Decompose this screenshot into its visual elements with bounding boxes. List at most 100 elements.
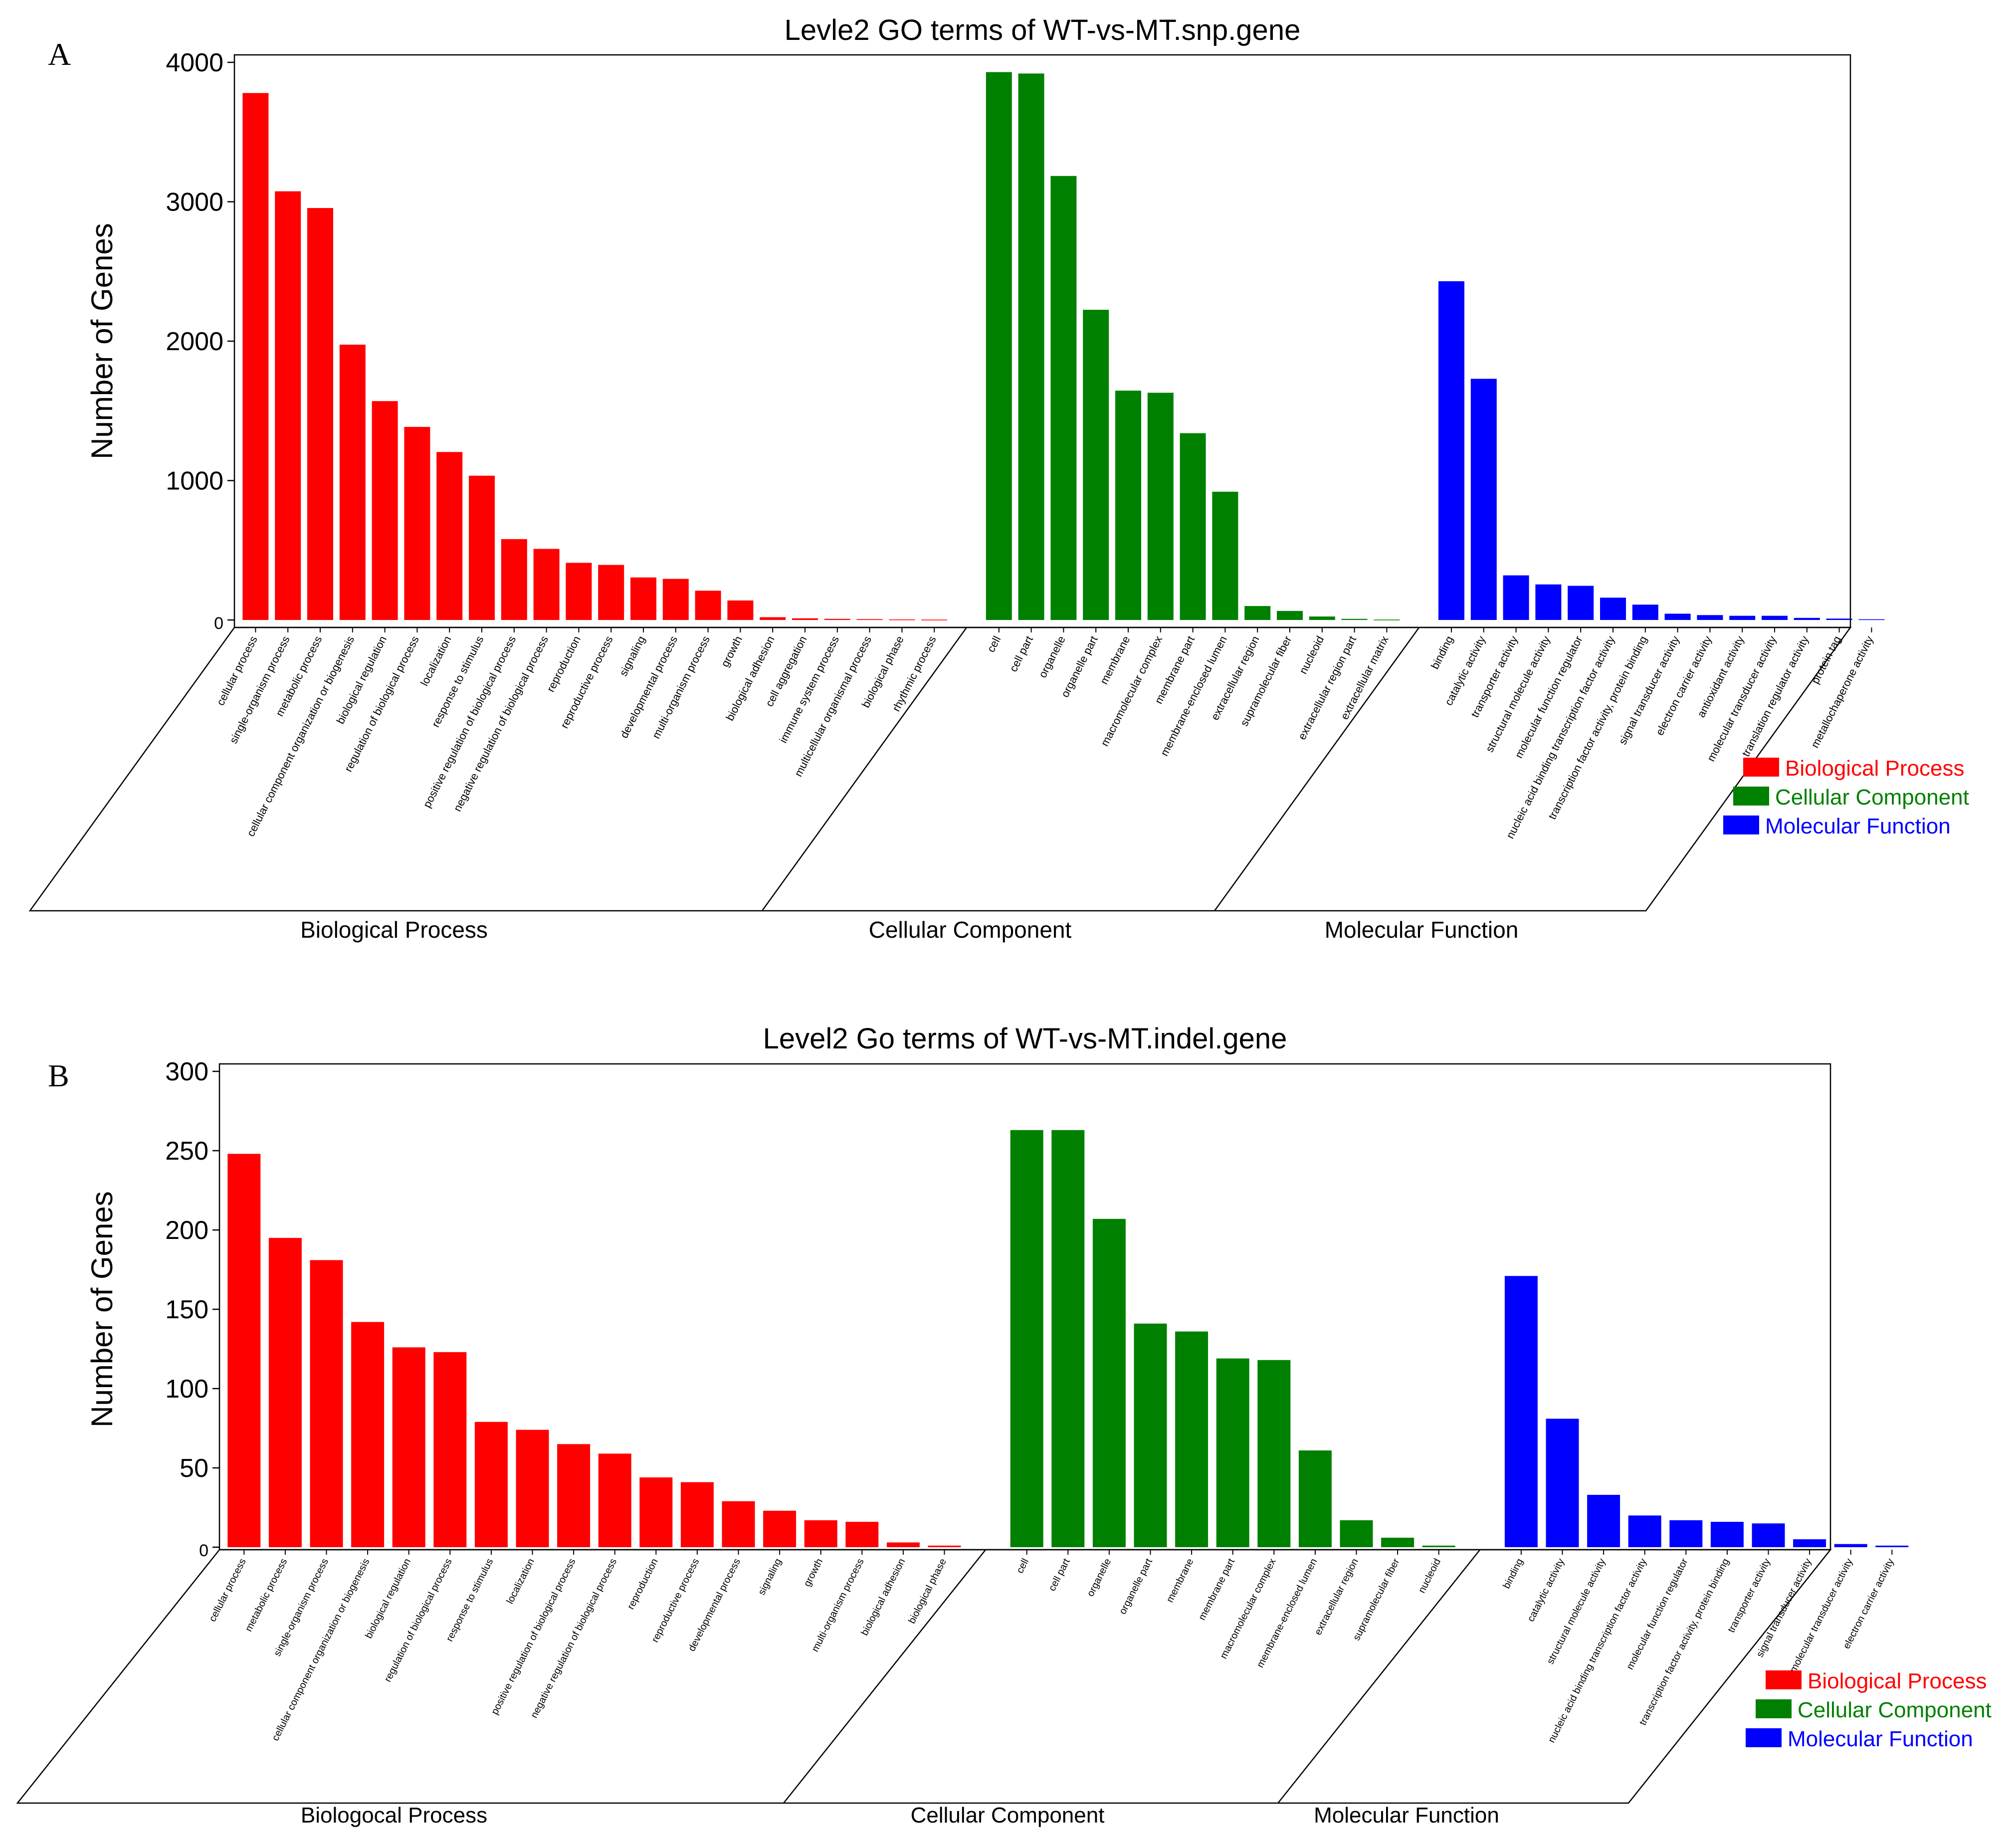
bar: [1298, 1450, 1332, 1547]
x-tick-label: response to stimulus: [444, 1557, 495, 1643]
bar: [310, 1260, 343, 1547]
bar: [275, 191, 301, 620]
x-tick-label: immune system process: [777, 634, 841, 745]
group-label: Molecular Function: [1325, 917, 1519, 943]
bar: [1277, 611, 1303, 620]
x-tick-label: biological regulation: [363, 1557, 413, 1640]
bar: [856, 619, 883, 620]
y-tick-label: 1000: [166, 467, 223, 496]
axis-base-frame: [16, 1549, 1832, 1804]
panel-letter: B: [48, 1058, 69, 1093]
bar: [1503, 575, 1529, 620]
bar: [1697, 615, 1723, 620]
x-tick-label: binding: [1428, 634, 1455, 671]
bar: [727, 600, 754, 620]
bar: [392, 1347, 425, 1547]
bar: [501, 539, 527, 620]
bar: [1752, 1523, 1785, 1547]
x-tick-label: extracellular region: [1313, 1557, 1361, 1637]
bar: [1050, 176, 1077, 620]
bar: [1600, 598, 1626, 620]
y-tick-label: 300: [165, 1057, 208, 1086]
bar: [1180, 433, 1206, 620]
bar: [1216, 1358, 1249, 1547]
x-tick-label: cell part: [1007, 634, 1035, 674]
x-tick-label: transcription factor activity, protein b…: [1637, 1557, 1732, 1727]
bar: [763, 1510, 797, 1547]
x-tick-label: macromolecular complex: [1098, 634, 1165, 748]
x-tick-label: localization: [418, 634, 454, 688]
x-tick-label: metabolic process: [243, 1557, 290, 1633]
bar: [1834, 1544, 1867, 1547]
x-tick-label: transporter activity: [1726, 1557, 1773, 1634]
y-axis-label: Number of Genes: [85, 1191, 119, 1427]
bar: [533, 549, 560, 620]
bar: [242, 93, 269, 620]
bar: [1092, 1219, 1126, 1547]
y-tick-label: 250: [165, 1137, 208, 1166]
x-tick-label: membrane: [1165, 1557, 1196, 1604]
bar: [1632, 605, 1658, 620]
bar: [1587, 1495, 1620, 1547]
x-tick-label: developmental process: [617, 634, 680, 740]
bar: [1374, 619, 1400, 620]
y-tick-label: 100: [165, 1375, 208, 1404]
legend-swatch: [1756, 1699, 1792, 1718]
bar: [695, 591, 721, 620]
bar: [1147, 393, 1174, 620]
bar: [1257, 1360, 1291, 1547]
group-separator: [1214, 627, 1420, 911]
y-tick-label: 50: [180, 1454, 208, 1483]
bar: [351, 1322, 385, 1547]
x-tick-label: membrane part: [1197, 1557, 1237, 1622]
bar: [1710, 1522, 1744, 1547]
bar: [986, 72, 1012, 620]
bar: [804, 1520, 837, 1547]
group-label: Cellular Component: [911, 1803, 1105, 1828]
bar: [1546, 1419, 1579, 1547]
group-label: Biological Process: [300, 917, 488, 943]
x-tick-label: organelle part: [1117, 1557, 1155, 1616]
x-tick-label: localization: [504, 1557, 537, 1606]
bar: [1793, 1539, 1826, 1547]
bar: [1422, 1545, 1455, 1547]
x-tick-label: signaling: [617, 634, 648, 678]
x-tick-label: multi-organism process: [650, 634, 713, 741]
legend-label: Biological Process: [1808, 1669, 1987, 1693]
group-separator: [1277, 1549, 1481, 1804]
bar: [921, 619, 948, 620]
group-label: Biologocal Process: [301, 1803, 487, 1828]
bar: [566, 563, 592, 620]
bar: [436, 452, 463, 620]
y-axis-label: Number of Genes: [85, 223, 119, 459]
bar: [1212, 491, 1238, 620]
x-tick-label: reproduction: [544, 634, 583, 694]
bar: [928, 1545, 961, 1547]
bar: [1010, 1130, 1043, 1547]
chart-panel-b: B Level2 Go terms of WT-vs-MT.indel.gene 0…: [16, 1022, 1992, 1828]
x-tick-label: biological phase: [906, 1557, 949, 1626]
axis-base-frame: [28, 626, 1852, 912]
legend: Biological Process Cellular Component Mole…: [1723, 756, 1969, 838]
bar: [1858, 619, 1885, 620]
bar: [1018, 73, 1044, 620]
x-tick-label: positive regulation of biological proces…: [489, 1557, 578, 1716]
bar: [639, 1477, 673, 1547]
bar: [1083, 310, 1109, 620]
bar: [1309, 616, 1335, 620]
x-tick-label: cellular process: [207, 1557, 248, 1624]
x-tick-label: reproductive process: [649, 1557, 701, 1644]
x-tick-label: catalytic activity: [1525, 1557, 1567, 1624]
bar: [1504, 1276, 1538, 1547]
legend-label: Biological Process: [1785, 756, 1965, 781]
bar: [680, 1482, 714, 1547]
bar: [598, 565, 624, 620]
bar: [1438, 281, 1464, 620]
x-tick-label: binding: [1501, 1557, 1525, 1590]
bar: [1875, 1545, 1909, 1547]
y-tick-label: 2000: [166, 327, 223, 356]
bar: [824, 618, 850, 620]
bar: [474, 1422, 508, 1547]
